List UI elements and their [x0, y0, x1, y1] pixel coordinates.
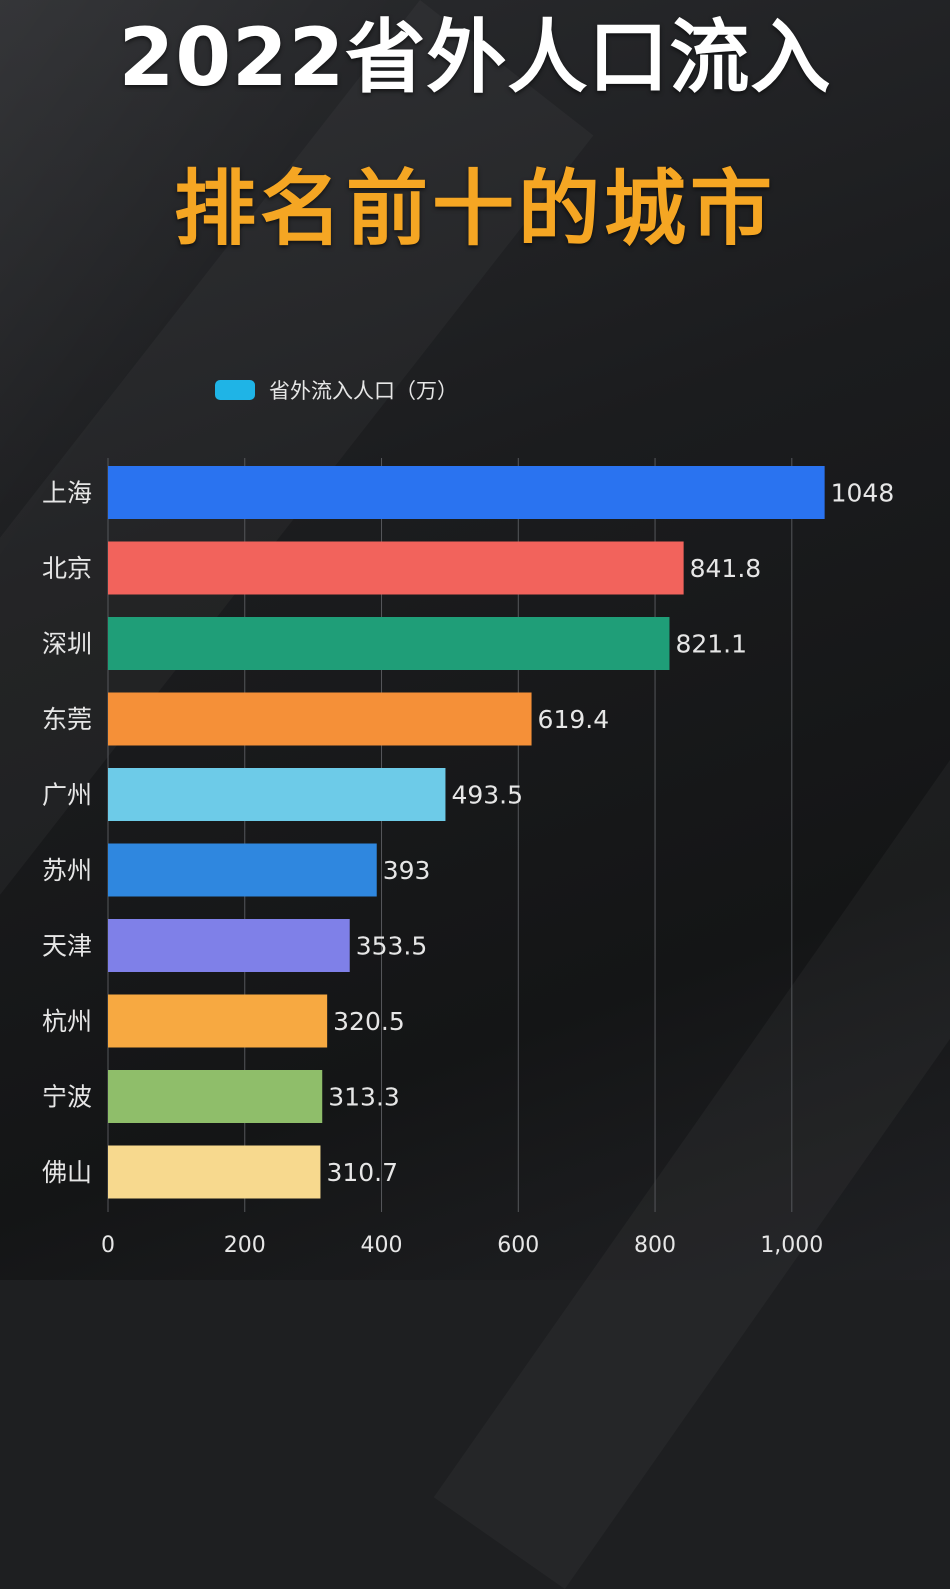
bar: [108, 1145, 321, 1199]
category-label: 苏州: [42, 856, 92, 885]
value-label: 619.4: [538, 705, 610, 734]
bar: [108, 994, 328, 1048]
bar: [108, 768, 446, 821]
x-tick-label: 800: [634, 1233, 676, 1258]
bar: [108, 843, 377, 897]
category-label: 天津: [42, 932, 92, 961]
value-label: 1048: [831, 479, 895, 508]
legend: 省外流入人口（万）: [215, 374, 458, 406]
value-label: 313.3: [328, 1083, 400, 1112]
bar: [108, 692, 532, 746]
bar: [108, 541, 684, 595]
x-tick-label: 400: [361, 1233, 403, 1258]
chart-title: 2022省外人口流入: [118, 11, 832, 104]
value-label: 493.5: [451, 781, 523, 810]
x-tick-label: 0: [101, 1233, 115, 1258]
category-label: 北京: [42, 554, 92, 583]
category-label: 上海: [42, 479, 92, 508]
x-tick-label: 600: [497, 1233, 539, 1258]
value-label: 821.1: [675, 630, 747, 659]
category-label: 宁波: [42, 1083, 92, 1112]
x-tick-label: 200: [224, 1233, 266, 1258]
category-label: 佛山: [42, 1158, 92, 1187]
category-label: 深圳: [42, 630, 92, 659]
value-label: 353.5: [356, 932, 428, 961]
chart-subtitle: 排名前十的城市: [173, 162, 776, 257]
category-label: 杭州: [42, 1007, 92, 1036]
category-label: 东莞: [42, 705, 92, 734]
bar: [108, 919, 350, 972]
bar: [108, 466, 825, 519]
legend-label: 省外流入人口（万）: [269, 379, 458, 403]
bar: [108, 617, 670, 670]
value-label: 393: [383, 856, 431, 885]
value-label: 310.7: [326, 1158, 398, 1187]
bar: [108, 1070, 323, 1123]
legend-swatch: [215, 380, 255, 400]
value-label: 841.8: [690, 554, 762, 583]
value-label: 320.5: [333, 1007, 405, 1036]
bar-chart: 0 200 400 600 800 1,000 上海 1048 北京 841.8 深圳 821.1 东莞…: [42, 458, 895, 1258]
x-tick-label: 1,000: [760, 1233, 823, 1258]
category-label: 广州: [42, 781, 92, 810]
